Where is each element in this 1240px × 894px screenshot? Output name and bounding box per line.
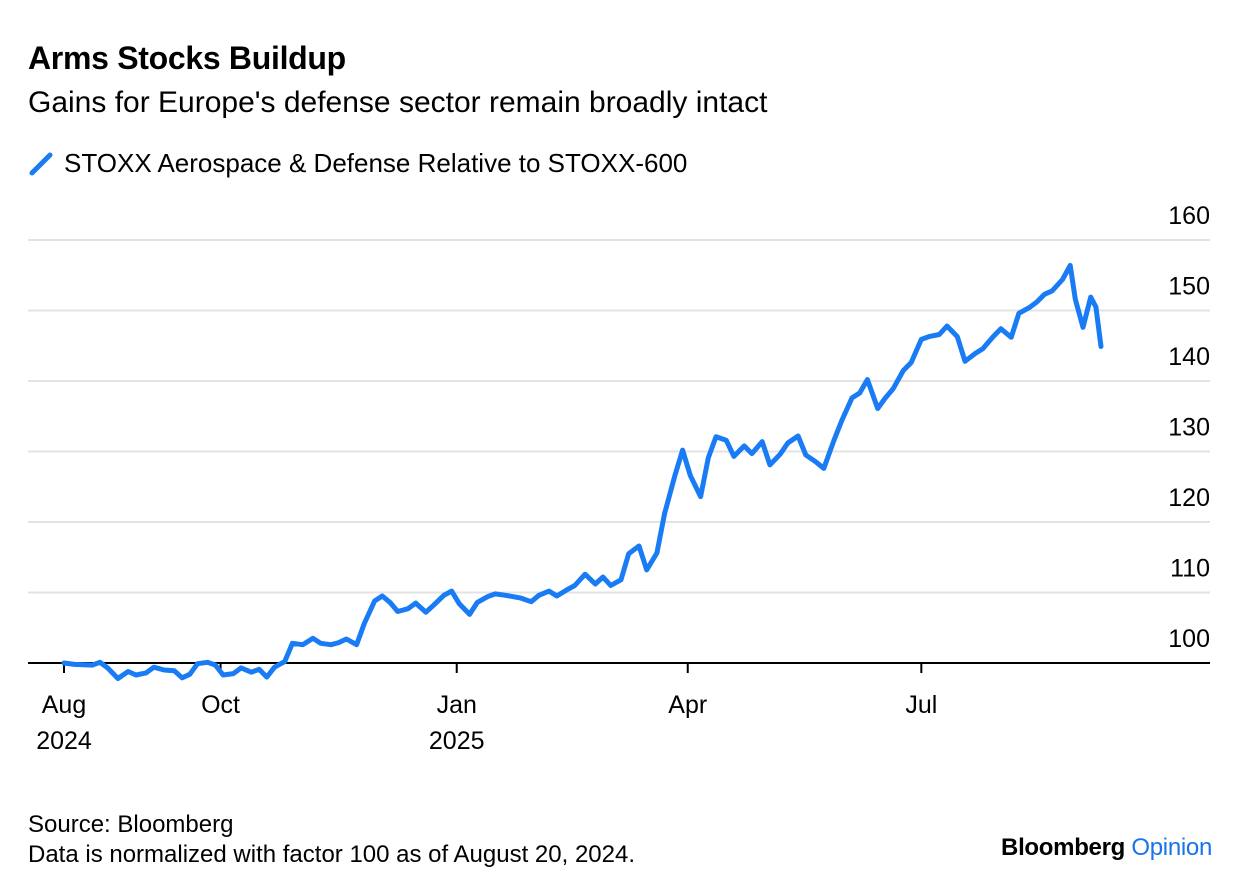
legend-line-icon	[29, 152, 53, 175]
y-tick-label-160: 160	[1168, 202, 1210, 230]
y-tick-label-150: 150	[1168, 273, 1210, 301]
x-tick-label-jan2025: Jan	[437, 691, 477, 719]
series-line-0	[61, 262, 1104, 681]
chart-subtitle: Gains for Europe's defense sector remain…	[28, 86, 768, 119]
y-tick-label-110: 110	[1170, 555, 1210, 583]
y-tick-label-140: 140	[1168, 343, 1210, 371]
y-tick-label-120: 120	[1168, 484, 1210, 512]
x-tick-label-aug2024: Aug	[42, 691, 86, 719]
x-tick-label-apr: Apr	[668, 691, 707, 719]
chart-title: Arms Stocks Buildup	[28, 40, 346, 76]
x-tick-label-oct: Oct	[201, 691, 240, 719]
y-tick-label-130: 130	[1168, 414, 1210, 442]
x-tick-label-jul: Jul	[905, 691, 937, 719]
footer-notes: Source: Bloomberg Data is normalized wit…	[28, 810, 635, 870]
source-note: Source: Bloomberg	[28, 811, 234, 838]
gridlines	[28, 239, 1210, 594]
brand-logo: Bloomberg Opinion	[1001, 834, 1212, 862]
legend: STOXX Aerospace & Defense Relative to ST…	[28, 148, 687, 179]
legend-label: STOXX Aerospace & Defense Relative to ST…	[64, 148, 688, 178]
brand-name: Bloomberg	[1001, 834, 1125, 861]
normalization-note: Data is normalized with factor 100 as of…	[28, 841, 636, 868]
brand-accent: Opinion	[1131, 834, 1212, 861]
y-axis-ticks: 100 110 120 130 140 150 160	[1168, 202, 1210, 653]
x-axis-ticks: Aug 2024 Oct Jan 2025 Apr Jul	[36, 663, 937, 755]
y-tick-label-100: 100	[1168, 625, 1210, 653]
series-layer	[61, 262, 1104, 681]
x-tick-sublabel-aug2024: 2024	[36, 727, 92, 755]
x-tick-sublabel-jan2025: 2025	[429, 727, 485, 755]
